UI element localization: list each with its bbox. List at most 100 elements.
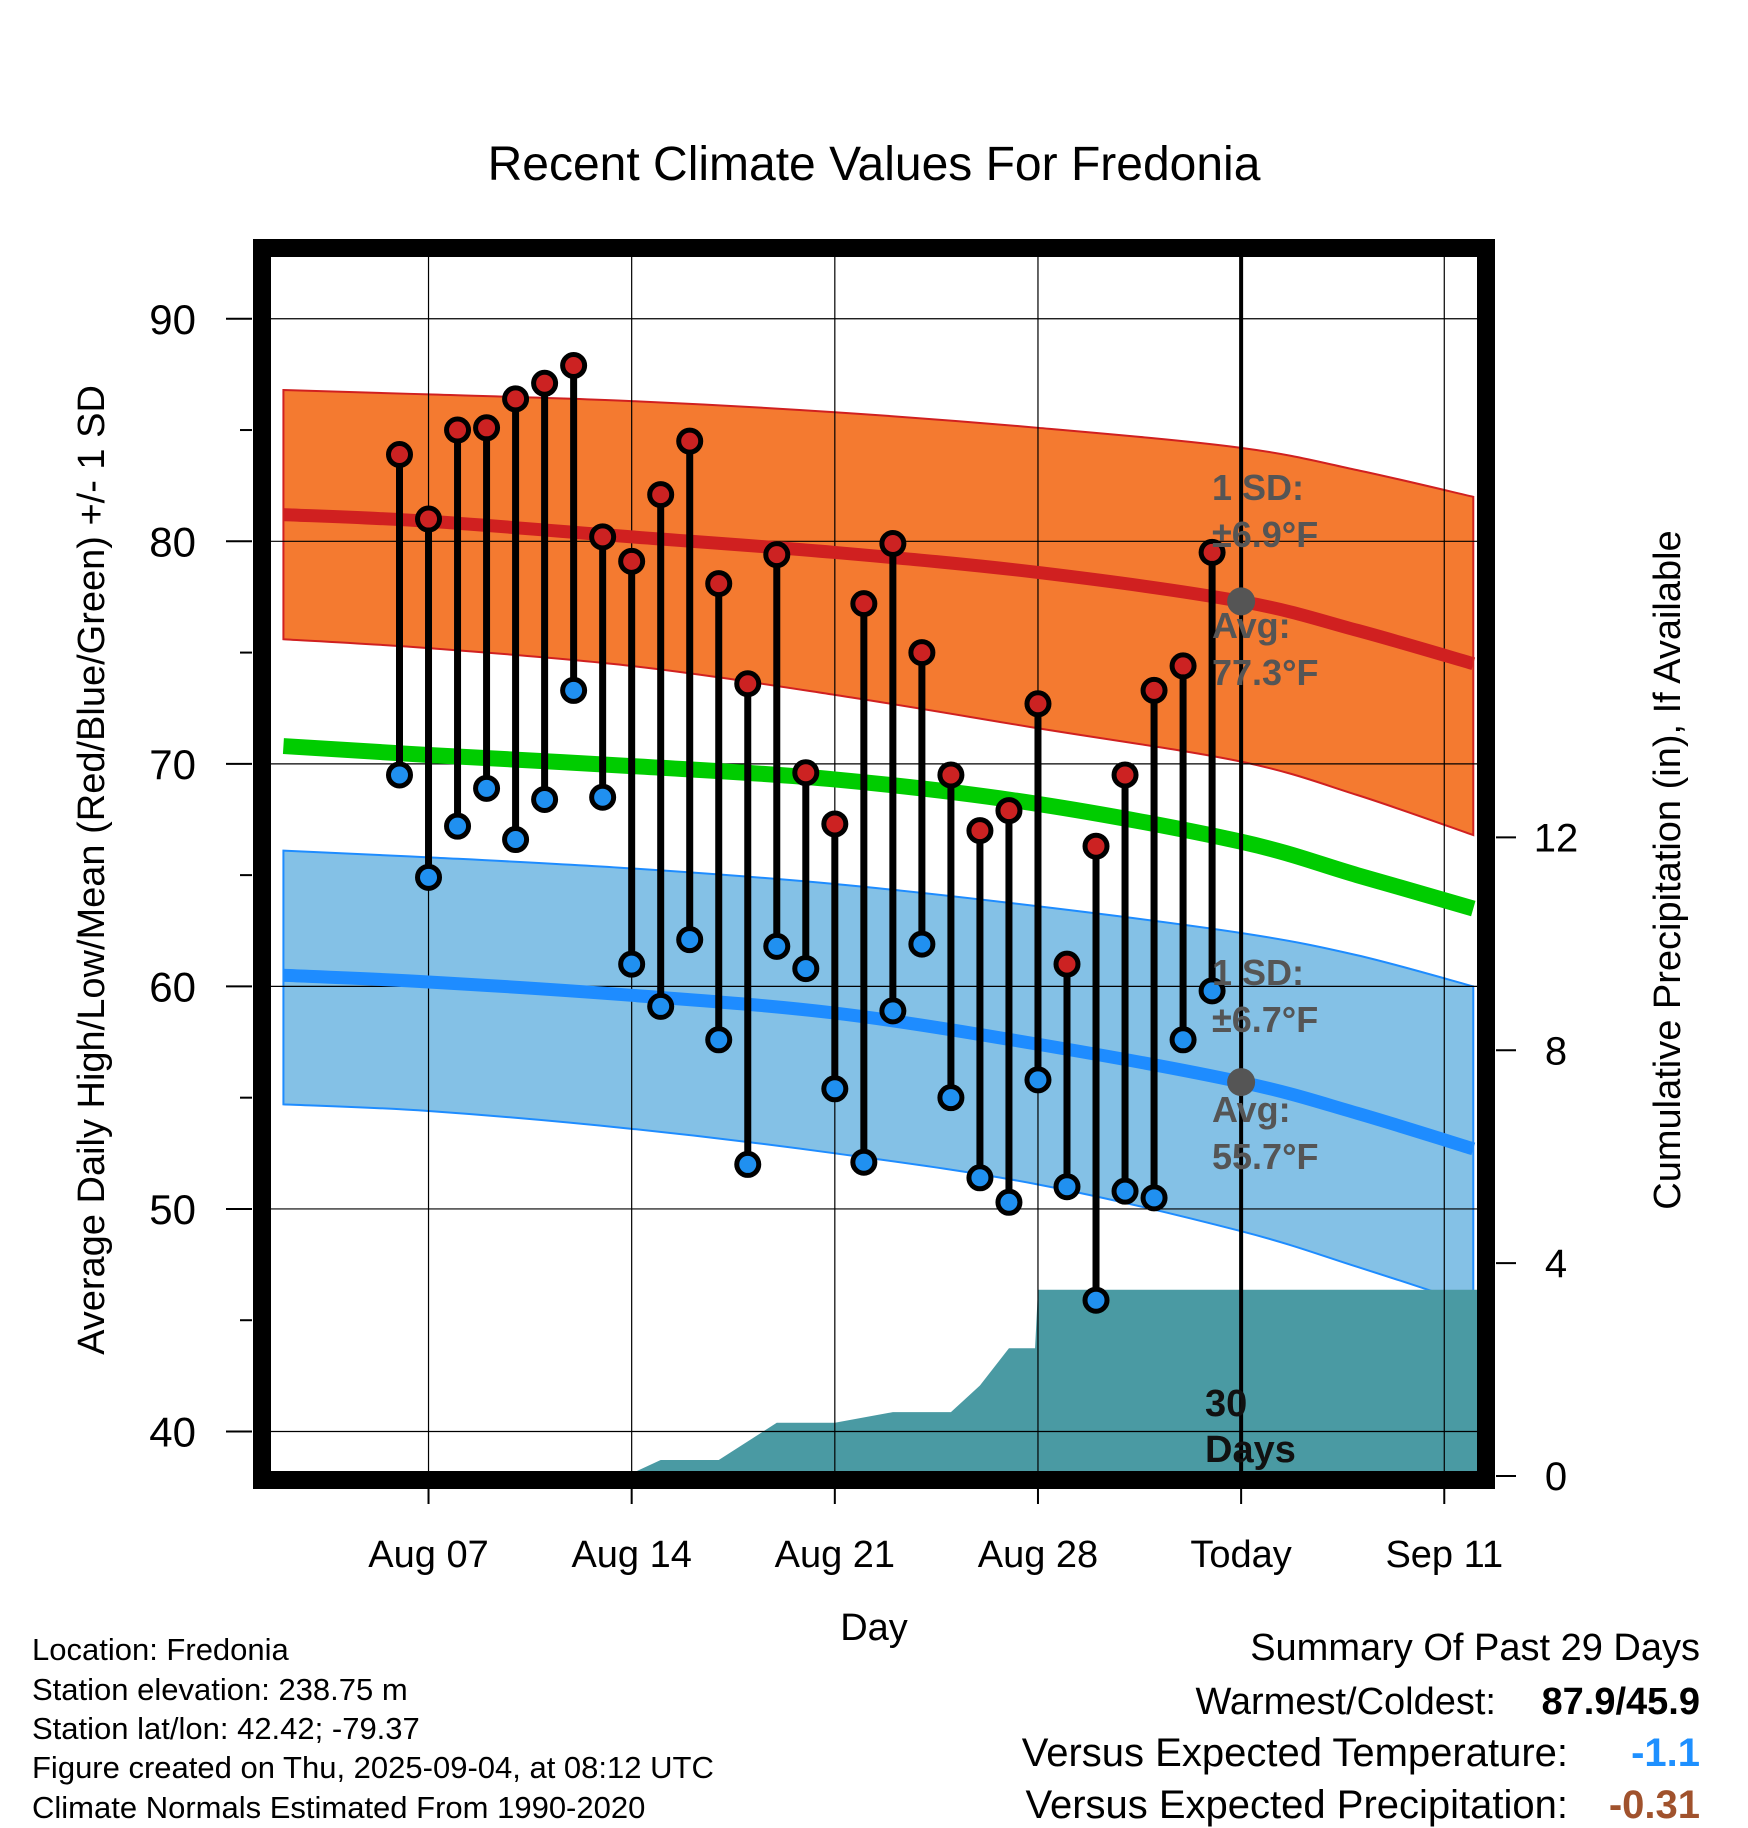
chart-title: Recent Climate Values For Fredonia <box>488 138 1261 191</box>
daily-high-point <box>821 810 849 838</box>
daily-low-point <box>705 1026 733 1054</box>
precipitation-area <box>266 1289 1482 1476</box>
summary-title: Summary Of Past 29 Days <box>1250 1627 1700 1669</box>
y2-tick-label: 4 <box>1545 1242 1567 1286</box>
x-tick-label: Aug 14 <box>571 1534 691 1576</box>
precip-vs-expected-value: -0.31 <box>1609 1783 1700 1827</box>
daily-low-point <box>1024 1066 1052 1094</box>
daily-high-point <box>1169 652 1197 680</box>
plot-frame <box>253 239 1495 1489</box>
daily-markers <box>385 351 1256 1314</box>
station-elevation: Station elevation: 238.75 m <box>32 1672 408 1707</box>
daily-high-point <box>850 590 878 618</box>
daily-low-point <box>1053 1173 1081 1201</box>
x-tick-label: Aug 28 <box>978 1534 1098 1576</box>
x-tick-label: Today <box>1190 1534 1291 1576</box>
daily-low-point <box>1169 1026 1197 1054</box>
daily-range-bars <box>395 365 1216 1301</box>
daily-high-point <box>937 761 965 789</box>
x-tick-label: Sep 11 <box>1385 1534 1503 1576</box>
daily-low-point <box>734 1150 762 1178</box>
high-avg-label: Avg: <box>1212 605 1291 646</box>
cumulative-precip-area <box>266 1289 1482 1476</box>
annotations: 1 SD: ±6.9°F Avg: 77.3°F 1 SD: ±6.7°F Av… <box>1205 467 1318 1471</box>
y-tick-label: 60 <box>149 963 196 1010</box>
daily-high-point <box>618 547 646 575</box>
low-sd-label: 1 SD: <box>1212 952 1304 993</box>
y2-tick-label: 0 <box>1545 1455 1567 1499</box>
y2-tick-label: 8 <box>1545 1029 1567 1073</box>
daily-high-point <box>763 541 791 569</box>
daily-high-point <box>647 481 675 509</box>
x-tick-label: Aug 21 <box>775 1534 895 1576</box>
station-latlon: Station lat/lon: 42.42; -79.37 <box>32 1711 420 1746</box>
daily-low-point <box>1198 977 1226 1005</box>
daily-low-point <box>531 785 559 813</box>
daily-high-point <box>1111 761 1139 789</box>
x-axis: Aug 07 Aug 14 Aug 21 Aug 28 Today Sep 11 <box>368 1489 1503 1576</box>
plot-area: 1 SD: ±6.9°F Avg: 77.3°F 1 SD: ±6.7°F Av… <box>266 252 1482 1476</box>
daily-high-point <box>444 416 472 444</box>
y-tick-label: 40 <box>149 1408 196 1455</box>
daily-low-point <box>415 863 443 891</box>
y2-axis: 0 4 8 12 <box>1496 816 1578 1499</box>
low-sd-band <box>282 849 1475 1307</box>
daily-low-point <box>850 1148 878 1176</box>
daily-low-point <box>444 812 472 840</box>
daily-low-point <box>1140 1184 1168 1212</box>
daily-high-point <box>908 639 936 667</box>
normal-bands <box>282 388 1475 1307</box>
high-sd-band <box>282 388 1475 837</box>
daily-low-point <box>618 950 646 978</box>
days-word-label: Days <box>1205 1429 1296 1471</box>
y-tick-label: 50 <box>149 1186 196 1233</box>
low-sd-value: ±6.7°F <box>1212 999 1318 1040</box>
daily-low-point <box>763 932 791 960</box>
today-high-avg-point <box>1227 587 1256 616</box>
daily-high-point <box>502 385 530 413</box>
y2-tick-label: 12 <box>1534 816 1579 860</box>
daily-high-point <box>415 505 443 533</box>
daily-low-point <box>908 930 936 958</box>
daily-low-point <box>385 761 413 789</box>
daily-low-point <box>879 997 907 1025</box>
low-avg-value: 55.7°F <box>1212 1136 1318 1177</box>
warmest-coldest-value: 87.9/45.9 <box>1542 1681 1700 1723</box>
temp-vs-expected-label: Versus Expected Temperature: <box>1022 1731 1568 1775</box>
daily-high-point <box>1053 950 1081 978</box>
y-axis-label: Average Daily High/Low/Mean (Red/Blue/Gr… <box>71 385 113 1355</box>
high-sd-label: 1 SD: <box>1212 467 1304 508</box>
low-avg-label: Avg: <box>1212 1089 1291 1130</box>
x-axis-label: Day <box>840 1607 908 1649</box>
temp-vs-expected-value: -1.1 <box>1631 1731 1700 1775</box>
daily-high-point <box>1140 676 1168 704</box>
daily-high-point <box>966 817 994 845</box>
station-info: Location: Fredonia Station elevation: 23… <box>32 1632 714 1825</box>
daily-low-point <box>647 992 675 1020</box>
y-axis: 40 50 60 70 80 90 <box>149 296 252 1455</box>
y-tick-label: 80 <box>149 518 196 565</box>
daily-high-point <box>1082 832 1110 860</box>
daily-low-point <box>589 783 617 811</box>
days-count-label: 30 <box>1205 1383 1247 1425</box>
warmest-coldest-label: Warmest/Coldest: <box>1195 1681 1496 1723</box>
y2-axis-label: Cumulative Precipitation (in), If Availa… <box>1647 530 1689 1209</box>
daily-high-point <box>385 441 413 469</box>
daily-high-point <box>473 414 501 442</box>
summary-block: Summary Of Past 29 Days Warmest/Coldest:… <box>1022 1627 1700 1827</box>
today-low-avg-point <box>1227 1068 1256 1097</box>
y-tick-label: 90 <box>149 296 196 343</box>
low-normal-line <box>283 968 1476 1156</box>
daily-low-point <box>966 1164 994 1192</box>
high-sd-value: ±6.9°F <box>1212 514 1318 555</box>
daily-low-point <box>473 774 501 802</box>
daily-low-point <box>792 955 820 983</box>
daily-low-point <box>560 676 588 704</box>
daily-high-point <box>705 570 733 598</box>
daily-high-point <box>589 523 617 551</box>
daily-low-point <box>1082 1286 1110 1314</box>
daily-high-point <box>734 670 762 698</box>
daily-low-point <box>995 1188 1023 1216</box>
x-tick-label: Aug 07 <box>368 1534 488 1576</box>
